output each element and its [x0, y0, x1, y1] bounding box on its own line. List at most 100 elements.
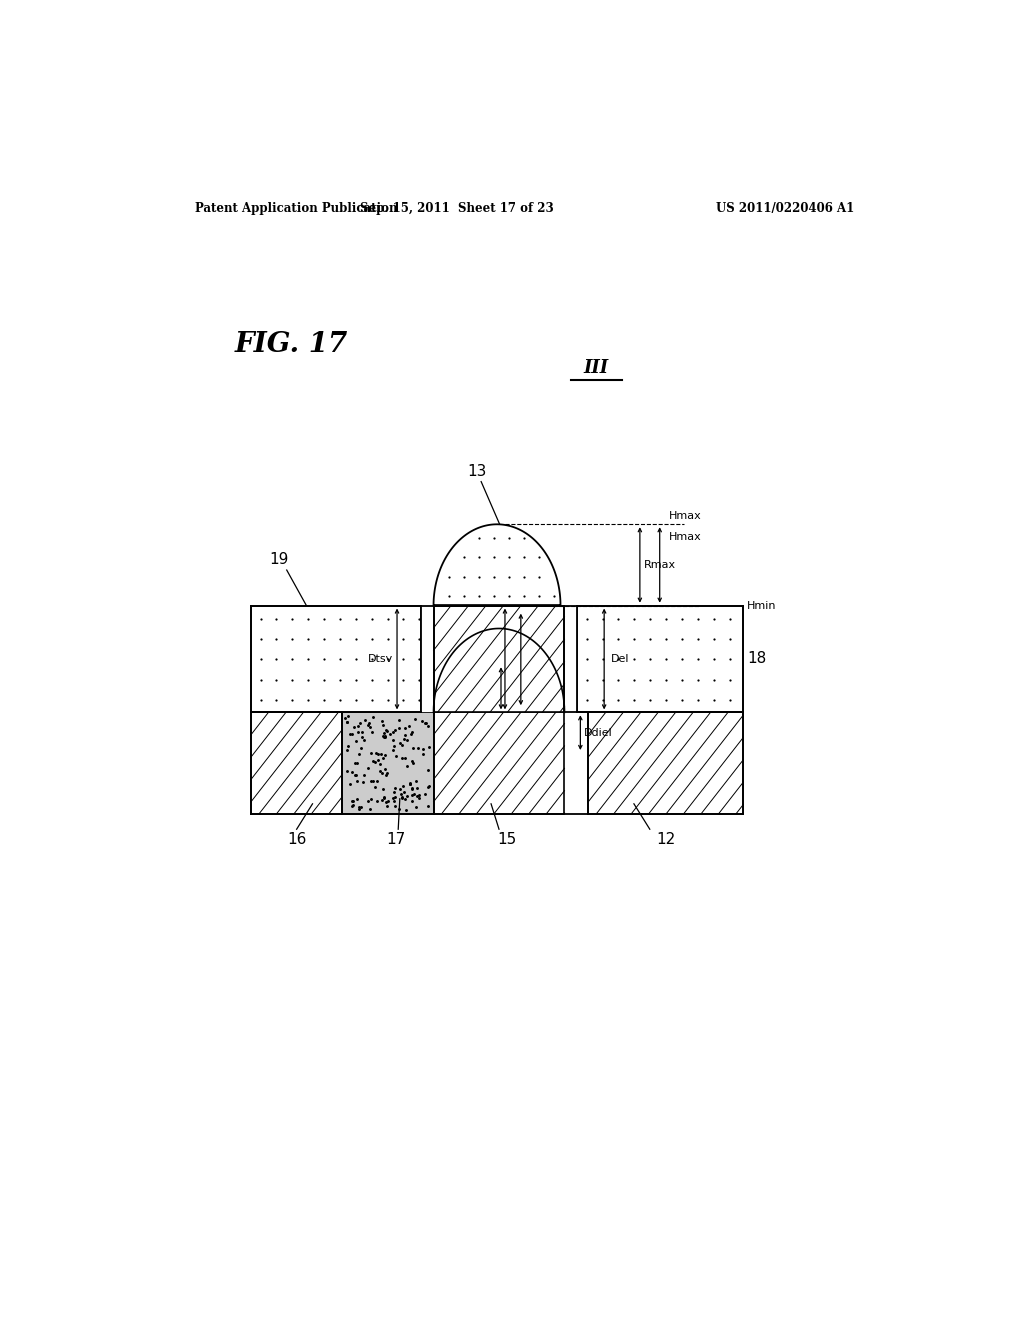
- Polygon shape: [433, 524, 560, 606]
- Point: [384, 730, 400, 751]
- Point: [339, 711, 355, 733]
- Point: [415, 743, 431, 764]
- Point: [420, 715, 436, 737]
- Point: [377, 744, 393, 766]
- Point: [418, 711, 434, 733]
- Polygon shape: [421, 606, 433, 713]
- Point: [402, 772, 419, 793]
- Point: [397, 788, 414, 809]
- Point: [404, 779, 421, 800]
- Point: [342, 723, 358, 744]
- Text: FIG. 17: FIG. 17: [236, 331, 348, 358]
- Point: [356, 709, 373, 730]
- Point: [362, 771, 379, 792]
- Point: [397, 718, 414, 739]
- Text: Hmax: Hmax: [670, 511, 702, 521]
- Point: [350, 715, 367, 737]
- Point: [375, 726, 391, 747]
- Text: Del: Del: [610, 653, 629, 664]
- Polygon shape: [578, 606, 743, 713]
- Point: [403, 777, 420, 799]
- Point: [385, 788, 401, 809]
- Point: [395, 729, 412, 750]
- Point: [351, 743, 368, 764]
- Point: [395, 781, 412, 803]
- Point: [417, 713, 433, 734]
- Point: [398, 729, 415, 750]
- Text: Sep. 15, 2011  Sheet 17 of 23: Sep. 15, 2011 Sheet 17 of 23: [360, 202, 554, 215]
- Point: [353, 726, 370, 747]
- Point: [375, 714, 391, 735]
- Point: [385, 781, 401, 803]
- Point: [421, 776, 437, 797]
- Point: [391, 733, 408, 754]
- Point: [344, 723, 360, 744]
- Point: [344, 760, 360, 781]
- Point: [356, 729, 373, 750]
- Point: [338, 739, 354, 760]
- Point: [421, 737, 437, 758]
- Point: [394, 787, 411, 808]
- Point: [396, 747, 413, 768]
- Point: [377, 726, 393, 747]
- Point: [392, 784, 409, 805]
- Point: [346, 752, 362, 774]
- Point: [379, 721, 395, 742]
- Text: US 2011/0220406 A1: US 2011/0220406 A1: [716, 202, 854, 215]
- Point: [409, 785, 425, 807]
- Point: [420, 776, 436, 797]
- Text: Hmax: Hmax: [670, 532, 702, 543]
- Point: [402, 774, 419, 795]
- Point: [411, 787, 427, 808]
- Point: [377, 726, 393, 747]
- Point: [384, 721, 400, 742]
- Point: [420, 760, 436, 781]
- Point: [359, 714, 376, 735]
- Text: 18: 18: [748, 652, 766, 667]
- Point: [404, 738, 421, 759]
- Point: [420, 796, 436, 817]
- Point: [387, 787, 403, 808]
- Point: [375, 711, 391, 733]
- Text: 13: 13: [468, 463, 486, 479]
- Polygon shape: [588, 713, 743, 814]
- Point: [355, 772, 372, 793]
- Point: [337, 708, 353, 729]
- Point: [378, 719, 394, 741]
- Point: [376, 788, 392, 809]
- Point: [403, 784, 420, 805]
- Point: [354, 722, 371, 743]
- Point: [356, 764, 373, 785]
- Point: [396, 725, 413, 746]
- Point: [402, 774, 419, 795]
- Point: [345, 795, 361, 816]
- Polygon shape: [433, 606, 564, 713]
- Point: [344, 791, 360, 812]
- Point: [364, 721, 380, 742]
- Point: [387, 795, 403, 816]
- Text: Ddiel: Ddiel: [585, 727, 613, 738]
- Point: [387, 777, 403, 799]
- Polygon shape: [433, 713, 564, 814]
- Point: [414, 711, 430, 733]
- Text: 17: 17: [386, 833, 406, 847]
- Point: [367, 776, 383, 797]
- Point: [372, 760, 388, 781]
- Point: [353, 737, 370, 758]
- Point: [373, 744, 389, 766]
- Point: [369, 770, 385, 791]
- Point: [394, 734, 411, 755]
- Text: 12: 12: [656, 833, 675, 847]
- Point: [375, 747, 391, 768]
- Point: [387, 746, 403, 767]
- Point: [369, 791, 385, 812]
- Point: [398, 785, 415, 807]
- Point: [393, 747, 410, 768]
- Point: [399, 756, 416, 777]
- Point: [382, 723, 398, 744]
- Point: [379, 796, 395, 817]
- Point: [365, 770, 381, 791]
- Point: [374, 789, 390, 810]
- Point: [345, 717, 361, 738]
- Point: [360, 791, 377, 812]
